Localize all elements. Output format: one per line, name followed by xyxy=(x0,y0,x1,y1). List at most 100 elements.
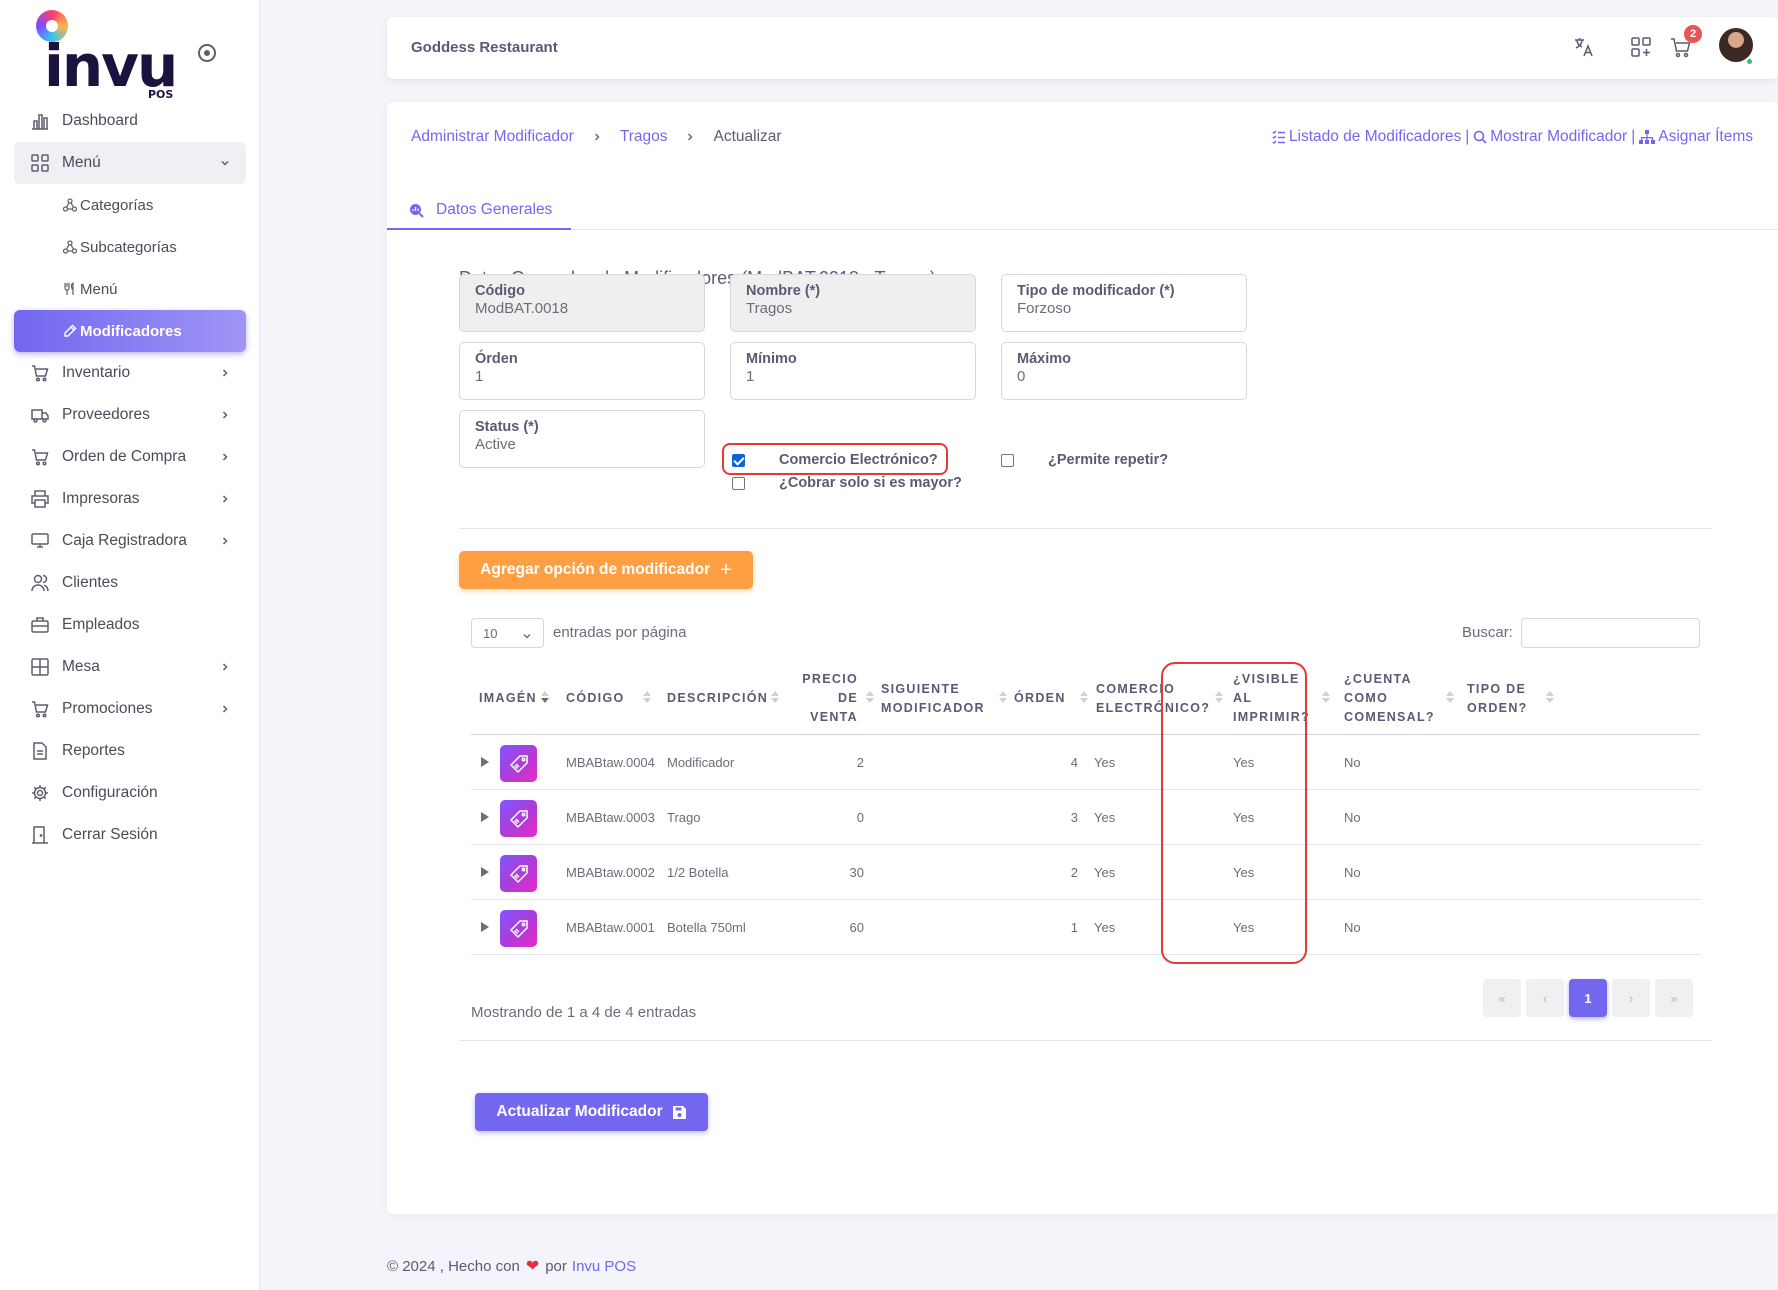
sidebar-item-empleados[interactable]: Empleados xyxy=(14,604,246,646)
nodes-icon xyxy=(62,239,78,255)
sort-icon xyxy=(999,691,1007,705)
cobrar-mayor-checkbox[interactable]: ¿Cobrar solo si es mayor? xyxy=(732,475,962,491)
col-siguiente-modificador[interactable]: SIGUIENTE MODIFICADOR xyxy=(881,662,1007,735)
breadcrumb-tragos[interactable]: Tragos xyxy=(619,128,668,145)
cell-codigo: MBABtaw.0004 xyxy=(566,755,655,770)
tipo-modificador-field[interactable]: Tipo de modificador (*) Forzoso xyxy=(1001,274,1247,332)
cobrar-checkbox-box[interactable] xyxy=(732,476,745,490)
col-codigo[interactable]: CÓDIGO xyxy=(566,662,651,735)
tipo-value: Forzoso xyxy=(1017,300,1072,317)
status-field[interactable]: Status (*) Active xyxy=(459,410,705,468)
search-label: Buscar: xyxy=(1462,624,1513,641)
sidebar-item-mesa[interactable]: Mesa xyxy=(14,646,246,688)
repetir-checkbox-box[interactable] xyxy=(1001,453,1014,467)
page-current-button[interactable]: 1 xyxy=(1569,979,1607,1017)
sidebar-collapse-toggle[interactable] xyxy=(198,44,216,62)
tag-icon xyxy=(500,800,537,837)
sidebar-item-menu-sub[interactable]: Menú xyxy=(14,268,246,310)
maximo-value: 0 xyxy=(1017,368,1026,385)
footer-by: por xyxy=(545,1257,567,1275)
sidebar-item-cerrar-sesion[interactable]: Cerrar Sesión xyxy=(14,814,246,856)
shopping-cart-icon[interactable] xyxy=(1669,35,1693,59)
apps-grid-icon[interactable] xyxy=(1629,35,1653,59)
highlight-comercio-checkbox xyxy=(722,443,948,475)
listado-modificadores-link[interactable]: Listado de Modificadores xyxy=(1272,128,1461,146)
sort-icon xyxy=(771,691,779,705)
add-modifier-option-button[interactable]: Agregar opción de modificador + xyxy=(459,551,753,589)
sidebar-item-modificadores[interactable]: Modificadores xyxy=(14,310,246,352)
table-search-input[interactable] xyxy=(1521,618,1700,648)
cell-visible: Yes xyxy=(1233,810,1255,825)
page-length-select[interactable]: 10 xyxy=(471,618,544,648)
sidebar-item-proveedores[interactable]: Proveedores xyxy=(14,394,246,436)
maximo-field[interactable]: Máximo 0 xyxy=(1001,342,1247,400)
expand-row-icon[interactable] xyxy=(481,922,489,932)
asignar-items-link[interactable]: Asignar Ítems xyxy=(1639,128,1753,146)
permite-repetir-checkbox[interactable]: ¿Permite repetir? xyxy=(1001,452,1168,468)
cell-descripcion: Trago xyxy=(667,810,701,825)
minimo-field[interactable]: Mínimo 1 xyxy=(730,342,976,400)
sidebar-item-dashboard[interactable]: Dashboard xyxy=(14,100,246,142)
page-prev-button[interactable]: ‹ xyxy=(1526,979,1564,1017)
sidebar-item-categorias[interactable]: Categorías xyxy=(14,184,246,226)
col-precio-venta[interactable]: PRECIO DE VENTA xyxy=(791,662,874,735)
page-first-button[interactable]: « xyxy=(1483,979,1521,1017)
sidebar-item-subcategorias[interactable]: Subcategorías xyxy=(14,226,246,268)
col-visible-imprimir[interactable]: ¿VISIBLE AL IMPRIMIR? xyxy=(1233,662,1330,735)
mostrar-modificador-link[interactable]: Mostrar Modificador xyxy=(1473,128,1627,146)
invu-logo[interactable]: invu POS xyxy=(34,10,184,101)
sidebar-item-promociones[interactable]: Promociones xyxy=(14,688,246,730)
sidebar-item-configuracion[interactable]: Configuración xyxy=(14,772,246,814)
chevron-right-icon xyxy=(218,702,232,716)
expand-row-icon[interactable] xyxy=(481,757,489,767)
logo-pos: POS xyxy=(148,88,174,101)
page-last-button[interactable]: » xyxy=(1655,979,1693,1017)
cell-comercio: Yes xyxy=(1094,755,1116,770)
comercio-checkbox-box[interactable] xyxy=(732,453,745,467)
door-icon xyxy=(30,825,50,845)
sidebar-item-clientes[interactable]: Clientes xyxy=(14,562,246,604)
page-length-label: entradas por página xyxy=(553,624,687,641)
col-descripcion[interactable]: DESCRIPCIÓN xyxy=(667,662,779,735)
sort-icon xyxy=(541,691,549,705)
maximo-label: Máximo xyxy=(1017,351,1071,367)
tab-datos-generales[interactable]: Datos Generales xyxy=(387,192,571,230)
col-orden[interactable]: ÓRDEN xyxy=(1014,662,1088,735)
sidebar-item-caja[interactable]: Caja Registradora xyxy=(14,520,246,562)
sidebar-nav: Dashboard Menú Categorías Subcategorías … xyxy=(0,100,260,856)
sidebar-item-impresoras[interactable]: Impresoras xyxy=(14,478,246,520)
expand-row-icon[interactable] xyxy=(481,867,489,877)
topbar: Goddess Restaurant 2 xyxy=(387,17,1778,79)
sort-icon xyxy=(1546,691,1554,705)
table-row: MBABtaw.0001 Botella 750ml 60 1 Yes Yes … xyxy=(471,900,1700,955)
col-comercio-electronico[interactable]: COMERCIO ELECTRÓNICO? xyxy=(1096,662,1223,735)
footer-invu-link[interactable]: Invu POS xyxy=(571,1257,637,1275)
expand-row-icon[interactable] xyxy=(481,812,489,822)
cell-comensal: No xyxy=(1344,920,1361,935)
list-icon xyxy=(1272,130,1285,144)
comercio-electronico-checkbox[interactable]: Comercio Electrónico? xyxy=(732,452,938,468)
table-row: MBABtaw.0004 Modificador 2 4 Yes Yes No xyxy=(471,735,1700,790)
sidebar-item-label: Dashboard xyxy=(62,112,138,129)
sort-icon xyxy=(1322,691,1330,705)
col-imagen[interactable]: IMAGÉN xyxy=(479,662,549,735)
col-tipo-orden[interactable]: TIPO DE ORDEN? xyxy=(1467,662,1554,735)
sidebar-item-menu[interactable]: Menú xyxy=(14,142,246,184)
cell-precio: 0 xyxy=(856,810,864,825)
update-modifier-button[interactable]: Actualizar Modificador xyxy=(475,1093,708,1131)
col-cuenta-comensal[interactable]: ¿CUENTA COMO COMENSAL? xyxy=(1344,662,1454,735)
mostrar-label: Mostrar Modificador xyxy=(1490,128,1628,145)
cell-descripcion: Botella 750ml xyxy=(667,920,746,935)
cell-comensal: No xyxy=(1344,755,1361,770)
sidebar-item-reportes[interactable]: Reportes xyxy=(14,730,246,772)
orden-field[interactable]: Órden 1 xyxy=(459,342,705,400)
sidebar-item-orden-compra[interactable]: Orden de Compra xyxy=(14,436,246,478)
translate-icon[interactable] xyxy=(1572,35,1596,59)
sidebar-item-inventario[interactable]: Inventario xyxy=(14,352,246,394)
breadcrumb-administrar[interactable]: Administrar Modificador xyxy=(411,128,574,145)
user-avatar[interactable] xyxy=(1719,28,1753,62)
col-label: IMAGÉN xyxy=(479,691,537,705)
sort-icon xyxy=(866,691,874,705)
page-next-button[interactable]: › xyxy=(1612,979,1650,1017)
modifier-options-table: IMAGÉN CÓDIGO DESCRIPCIÓN PRECIO DE VENTA … xyxy=(471,662,1700,955)
